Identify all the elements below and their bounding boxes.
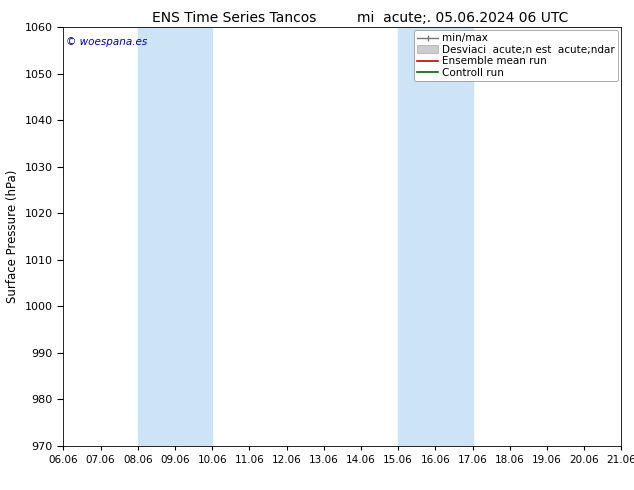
Text: mi  acute;. 05.06.2024 06 UTC: mi acute;. 05.06.2024 06 UTC [357, 11, 569, 25]
Bar [398, 27, 472, 446]
Bar [138, 27, 212, 446]
Text: ENS Time Series Tancos: ENS Time Series Tancos [152, 11, 317, 25]
Text: © woespana.es: © woespana.es [66, 37, 148, 48]
Legend: min/max, Desviaci  acute;n est  acute;ndar, Ensemble mean run, Controll run: min/max, Desviaci acute;n est acute;ndar… [414, 30, 618, 81]
Y-axis label: Surface Pressure (hPa): Surface Pressure (hPa) [6, 170, 19, 303]
